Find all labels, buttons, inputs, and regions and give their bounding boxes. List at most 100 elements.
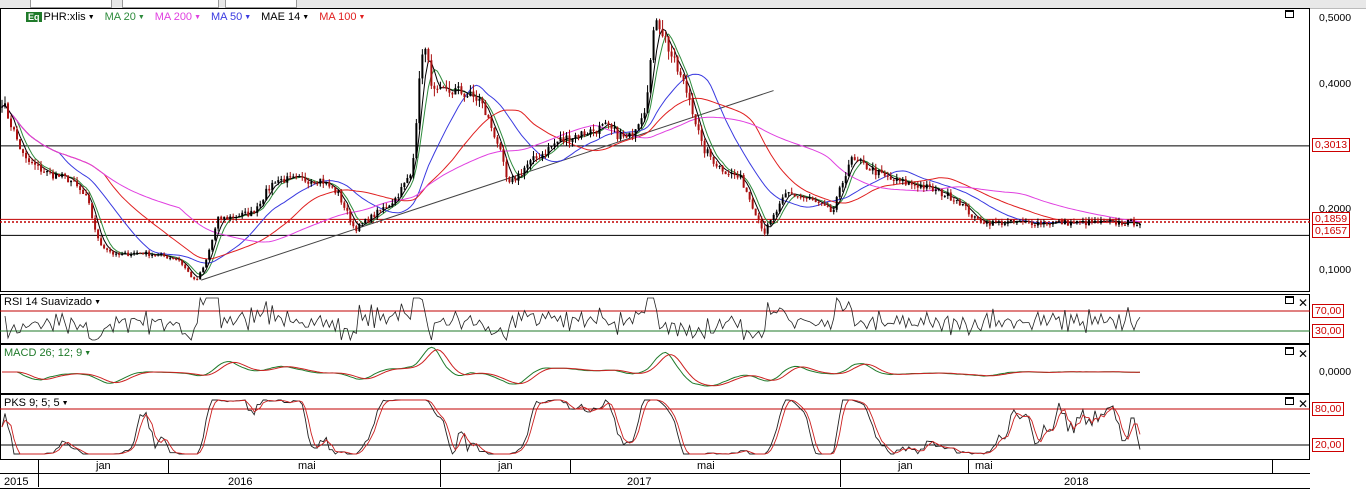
candle-body xyxy=(859,160,862,162)
candle-body xyxy=(283,178,286,183)
close-icon[interactable]: ✕ xyxy=(1298,397,1309,411)
candle-body xyxy=(937,189,940,191)
candle-body xyxy=(736,175,739,178)
candle-body xyxy=(1090,220,1093,223)
resistance-tag: 0,3013 xyxy=(1312,138,1351,152)
candle-body xyxy=(400,187,403,198)
candle-body xyxy=(730,172,733,175)
candle-body xyxy=(901,179,904,182)
candle-body xyxy=(259,203,262,207)
candle-body xyxy=(1033,225,1036,227)
candle-body xyxy=(961,203,964,206)
candle-body xyxy=(790,192,793,194)
candle-body xyxy=(25,152,28,159)
candle-body xyxy=(205,259,208,268)
candle-body xyxy=(949,192,952,201)
price-tick: 0,1000 xyxy=(1319,264,1352,276)
candle-body xyxy=(496,137,499,144)
candle-body xyxy=(724,171,727,175)
candle-body xyxy=(664,36,667,38)
ma200-line xyxy=(1,104,1141,243)
toolbar-field[interactable] xyxy=(30,0,112,8)
candle-body xyxy=(1054,221,1057,223)
candle-body xyxy=(577,135,580,138)
candle-body xyxy=(286,176,289,183)
candle-body xyxy=(499,143,502,150)
close-icon[interactable]: ✕ xyxy=(1298,347,1309,361)
mae14-line xyxy=(1,28,1141,278)
candle-body xyxy=(1027,221,1030,223)
candle-body xyxy=(889,176,892,180)
candle-body xyxy=(106,248,109,250)
close-icon[interactable]: ✕ xyxy=(1298,296,1309,310)
candle-body xyxy=(1117,221,1120,225)
candle-body xyxy=(43,171,46,173)
candle-body xyxy=(685,80,688,93)
maximize-icon[interactable] xyxy=(1285,10,1294,18)
macd-zero-tick: 0,0000 xyxy=(1319,366,1352,378)
candle-body xyxy=(145,251,148,255)
candle-body xyxy=(1108,220,1111,222)
month-label: mai xyxy=(697,460,715,472)
maximize-icon[interactable] xyxy=(1285,347,1294,355)
candle-body xyxy=(697,124,700,131)
candle-body xyxy=(73,180,76,182)
candle-body xyxy=(298,176,301,178)
candle-body xyxy=(505,161,508,178)
legend-mae14[interactable]: MAE 14 ▼ xyxy=(261,11,309,23)
candle-body xyxy=(157,254,160,256)
year-label: 2017 xyxy=(627,476,652,488)
candle-body xyxy=(931,186,934,192)
candle-body xyxy=(337,191,340,194)
candle-body xyxy=(85,193,88,196)
pks-legend[interactable]: PKS 9; 5; 5 ▼ xyxy=(4,397,69,409)
candle-body xyxy=(1135,225,1138,227)
legend-ma50[interactable]: MA 50 ▼ xyxy=(211,11,251,23)
candle-body xyxy=(625,136,628,138)
candle-body xyxy=(862,160,865,163)
candle-body xyxy=(1039,221,1042,225)
candle-body xyxy=(115,253,118,255)
macd-legend[interactable]: MACD 26; 12; 9 ▼ xyxy=(4,347,91,359)
candle-body xyxy=(598,125,601,134)
caret-down-icon: ▼ xyxy=(358,13,366,21)
candle-body xyxy=(550,146,553,148)
ticker-selector[interactable]: Eq PHR:xlis ▼ xyxy=(26,11,95,23)
candle-body xyxy=(1018,220,1021,223)
rsi-legend[interactable]: RSI 14 Suavizado ▼ xyxy=(4,296,101,308)
legend-ma20[interactable]: MA 20 ▼ xyxy=(105,11,145,23)
toolbar-field-2[interactable] xyxy=(122,0,219,8)
axis-sep xyxy=(168,459,169,473)
candle-body xyxy=(178,259,181,261)
candle-body xyxy=(112,251,115,255)
candle-body xyxy=(742,175,745,188)
candle-body xyxy=(292,176,295,178)
candle-body xyxy=(571,138,574,143)
candle-body xyxy=(670,51,673,57)
maximize-icon[interactable] xyxy=(1285,296,1294,304)
legend-ma200[interactable]: MA 200 ▼ xyxy=(155,11,201,23)
candle-body xyxy=(988,221,991,226)
candle-body xyxy=(271,182,274,191)
candle-body xyxy=(481,98,484,104)
candle-body xyxy=(88,195,91,204)
candle-body xyxy=(568,135,571,143)
candle-body xyxy=(301,176,304,178)
candle-body xyxy=(991,220,994,226)
macd-panel[interactable] xyxy=(0,344,1310,394)
candle-body xyxy=(727,174,730,176)
candle-body xyxy=(985,221,988,224)
legend-ma100[interactable]: MA 100 ▼ xyxy=(319,11,365,23)
candle-body xyxy=(541,153,544,159)
pks-lower-tag: 20,00 xyxy=(1312,438,1345,452)
candle-body xyxy=(82,189,85,194)
candle-body xyxy=(553,143,556,147)
candle-body xyxy=(511,178,514,183)
candle-body xyxy=(454,87,457,95)
maximize-icon[interactable] xyxy=(1285,397,1294,405)
candle-body xyxy=(970,214,973,218)
candle-body xyxy=(643,112,646,119)
toolbar-field-3[interactable] xyxy=(225,0,297,8)
candle-body xyxy=(457,86,460,88)
candle-body xyxy=(1012,219,1015,223)
